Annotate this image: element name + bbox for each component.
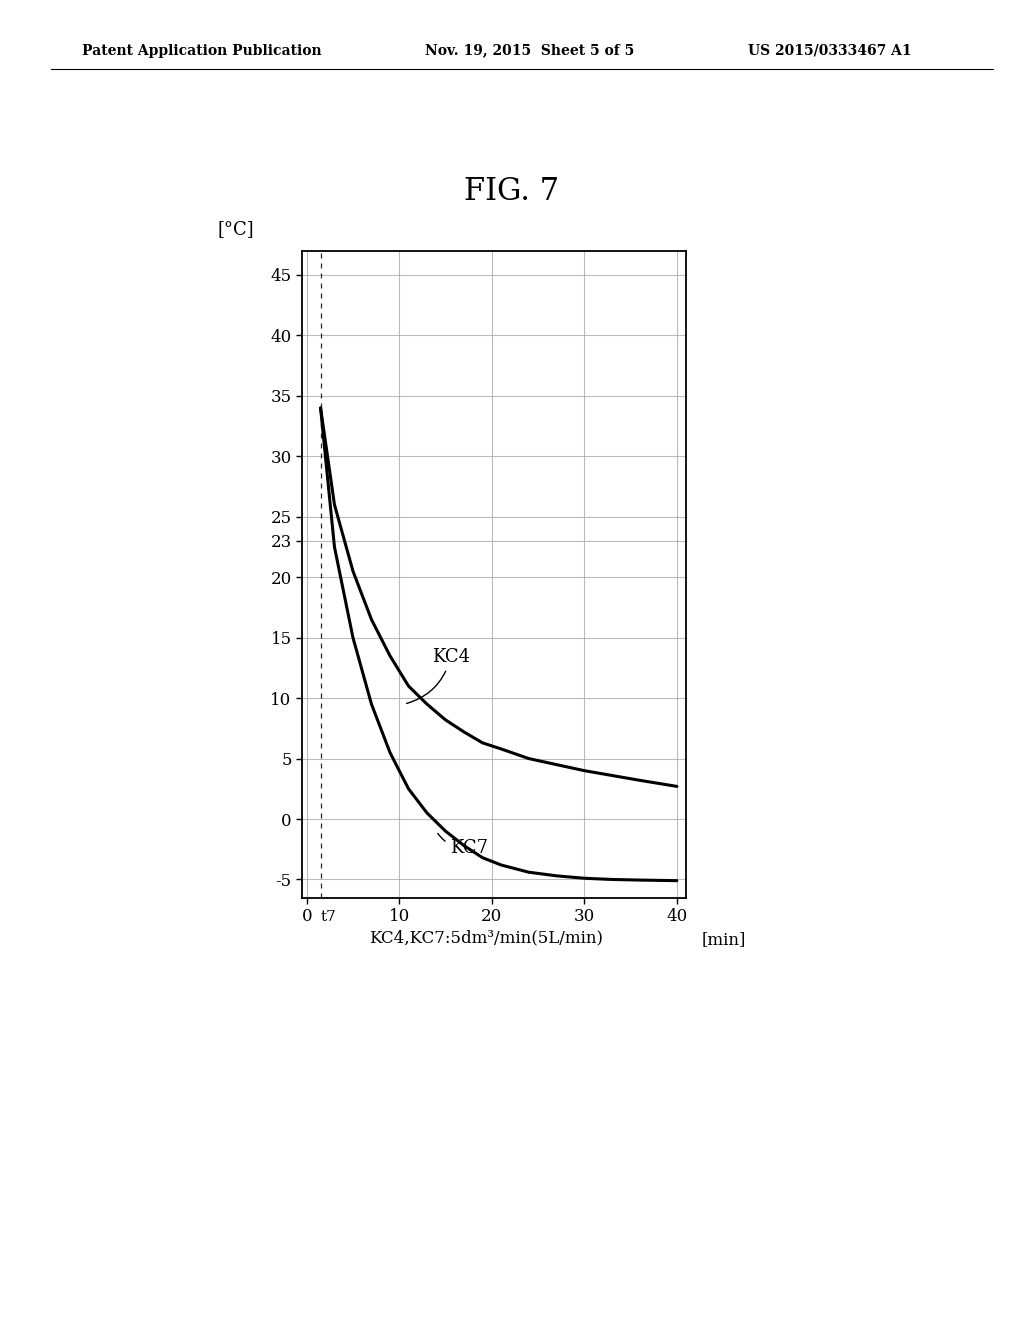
- Text: KC4,KC7:5dm³/min(5L/min): KC4,KC7:5dm³/min(5L/min): [370, 929, 603, 946]
- Text: [min]: [min]: [701, 931, 745, 948]
- Text: FIG. 7: FIG. 7: [465, 176, 559, 207]
- Text: US 2015/0333467 A1: US 2015/0333467 A1: [748, 44, 911, 58]
- Text: [°C]: [°C]: [217, 220, 254, 238]
- Text: KC7: KC7: [438, 833, 488, 857]
- Text: Nov. 19, 2015  Sheet 5 of 5: Nov. 19, 2015 Sheet 5 of 5: [425, 44, 634, 58]
- Text: Patent Application Publication: Patent Application Publication: [82, 44, 322, 58]
- Text: t7: t7: [321, 909, 336, 924]
- Text: KC4: KC4: [407, 648, 470, 704]
